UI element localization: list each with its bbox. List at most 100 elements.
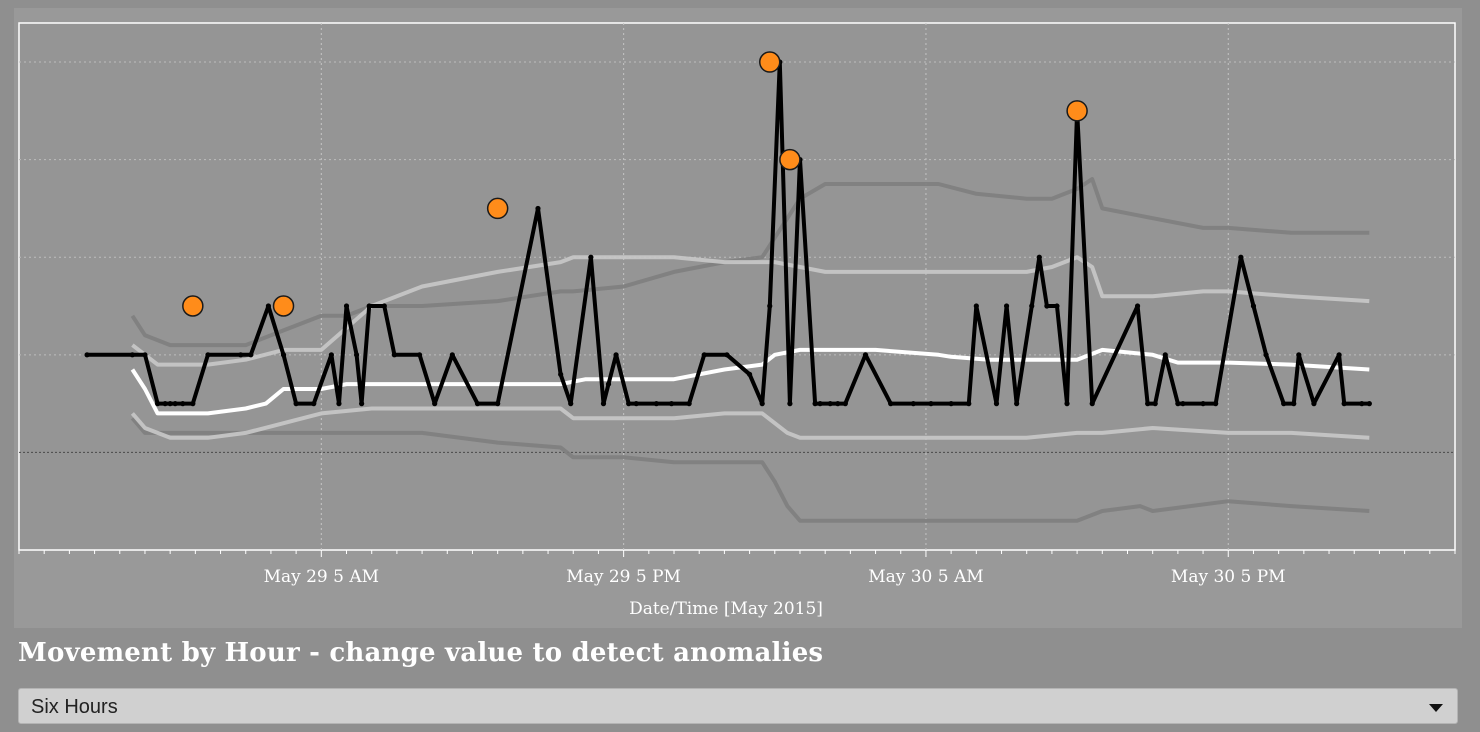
- actual-point: [1134, 303, 1141, 309]
- actual-point: [1359, 401, 1365, 407]
- actual-point: [588, 254, 594, 260]
- actual-point: [1213, 401, 1219, 407]
- actual-point: [142, 352, 148, 358]
- x-tick-label: May 30 5 AM: [868, 567, 984, 587]
- x-tick-label: May 29 5 AM: [264, 567, 380, 587]
- interval-select-value: Six Hours: [31, 696, 118, 718]
- actual-point: [1180, 401, 1186, 407]
- actual-point: [812, 401, 818, 407]
- actual-point: [1064, 401, 1070, 407]
- x-tick-label: May 29 5 PM: [566, 567, 681, 587]
- actual-point: [966, 401, 972, 407]
- actual-point: [129, 352, 135, 358]
- actual-point: [1341, 401, 1347, 407]
- upper-band-1-line: [131, 255, 1370, 367]
- actual-point: [238, 352, 244, 358]
- actual-point: [84, 352, 90, 358]
- actual-point: [1263, 352, 1269, 358]
- actual-point: [1296, 352, 1302, 358]
- actual-point: [613, 352, 619, 358]
- actual-point: [568, 401, 574, 407]
- actual-point: [293, 401, 299, 407]
- actual-point: [653, 401, 659, 407]
- actual-point: [432, 401, 438, 407]
- actual-point: [1089, 401, 1095, 407]
- plot-frame: [18, 22, 1456, 551]
- actual-point: [1281, 401, 1287, 407]
- actual-point: [600, 401, 607, 407]
- interval-select[interactable]: Six Hours: [18, 688, 1458, 724]
- actual-point: [172, 401, 178, 407]
- actual-point: [353, 352, 360, 358]
- actual-point: [1145, 401, 1151, 407]
- grid-layer: [19, 23, 1455, 550]
- lower-band-1-line: [130, 406, 1370, 440]
- actual-point: [767, 303, 773, 309]
- actual-point: [474, 401, 481, 407]
- actual-point: [366, 303, 372, 309]
- actual-point: [993, 401, 1000, 407]
- actual-point: [336, 401, 342, 407]
- actual-point: [759, 401, 765, 407]
- x-axis-label: Date/Time [May 2015]: [629, 599, 823, 619]
- lower-band-2-line: [130, 416, 1370, 523]
- actual-point: [328, 352, 334, 358]
- actual-point: [1200, 401, 1206, 407]
- actual-point: [280, 352, 287, 358]
- chart-panel: May 29 5 AM May 29 5 PM May 30 5 AM May 30 …: [14, 8, 1462, 628]
- actual-point: [180, 401, 186, 407]
- actual-point: [817, 401, 823, 407]
- actual-point: [842, 401, 848, 407]
- actual-point: [190, 401, 196, 407]
- actual-point: [449, 352, 455, 358]
- section-title: Movement by Hour - change value to detec…: [18, 638, 824, 668]
- actual-point: [1162, 352, 1168, 358]
- actual-point: [973, 303, 979, 309]
- actual-point: [605, 381, 612, 387]
- actual-point: [343, 303, 350, 309]
- actual-point: [265, 303, 272, 309]
- actual-point: [1336, 352, 1342, 358]
- actual-point: [1366, 401, 1372, 407]
- actual-point: [1291, 401, 1297, 407]
- actual-point: [910, 401, 916, 407]
- anomaly-marker: [486, 197, 509, 220]
- actual-point: [167, 401, 173, 407]
- x-tick-label: May 30 5 PM: [1171, 567, 1286, 587]
- mean-layer: [130, 347, 1370, 416]
- actual-point: [1036, 254, 1042, 260]
- actual-point: [1152, 401, 1158, 407]
- actual-point: [248, 352, 254, 358]
- actual-point: [633, 401, 639, 407]
- actual-point: [205, 352, 211, 358]
- actual-point: [1238, 254, 1244, 260]
- actual-point: [928, 401, 934, 407]
- actual-point: [391, 352, 397, 358]
- actual-point: [668, 401, 675, 407]
- actual-point: [1003, 303, 1010, 309]
- actual-line: [87, 60, 1370, 406]
- actual-point: [862, 352, 869, 358]
- actual-point: [535, 205, 541, 212]
- actual-point: [827, 401, 833, 407]
- actual-point: [787, 401, 793, 407]
- actual-point: [835, 401, 841, 407]
- actual-point: [701, 352, 707, 358]
- anomaly-marker: [272, 295, 295, 317]
- actual-point: [162, 401, 168, 407]
- x-axis: May 29 5 AM May 29 5 PM May 30 5 AM May 30 …: [18, 550, 1456, 587]
- actual-point: [416, 352, 423, 358]
- actual-point: [558, 371, 564, 377]
- actual-point: [626, 401, 632, 407]
- actual-point: [948, 401, 954, 407]
- chevron-down-icon: [1429, 704, 1443, 712]
- actual-point: [1044, 303, 1050, 309]
- anomaly-layer: [182, 51, 1088, 317]
- anomaly-marker: [182, 295, 204, 317]
- anomaly-marker: [779, 148, 801, 171]
- actual-point: [311, 401, 317, 407]
- actual-point: [1311, 401, 1317, 407]
- upper-band-2-line: [130, 177, 1370, 348]
- actual-point: [686, 401, 692, 407]
- actual-point: [1250, 303, 1257, 309]
